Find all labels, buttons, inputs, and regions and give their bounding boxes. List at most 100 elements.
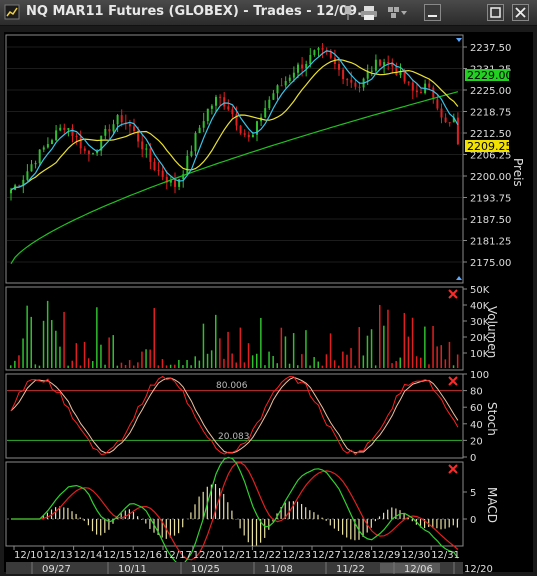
- price-candle-body: [321, 48, 324, 50]
- price-axis-tick-label: 2218.75: [470, 108, 511, 119]
- volume-bar: [133, 365, 135, 368]
- volume-bar: [444, 359, 447, 368]
- scroll-down-arrow-icon[interactable]: [456, 276, 462, 280]
- volume-bar: [317, 361, 319, 368]
- price-candle-body: [305, 63, 308, 69]
- price-candle-body: [194, 133, 197, 152]
- day-tick-label: 12/16: [133, 550, 162, 561]
- volume-bar: [206, 353, 209, 368]
- volume-axis-tick-label: 40K: [470, 301, 490, 312]
- macd-axis-tick-label: 5: [470, 488, 476, 499]
- last-price-green-bg: [465, 69, 509, 81]
- close-macd-panel-icon[interactable]: [448, 464, 458, 474]
- stoch-axis-tick-label: 0: [470, 453, 476, 464]
- print-icon[interactable]: [360, 4, 378, 21]
- day-tick-label: 12/22: [252, 550, 281, 561]
- volume-bar: [321, 365, 324, 368]
- price-candle-body: [264, 108, 267, 118]
- day-tick-label: 12/29: [372, 550, 401, 561]
- price-candle-body: [59, 127, 62, 131]
- price-candle-body: [26, 171, 29, 180]
- day-tick-label: 12/30: [401, 550, 430, 561]
- volume-bar: [309, 365, 311, 368]
- price-axis-title: Preis: [511, 158, 525, 187]
- price-candle-body: [71, 128, 74, 136]
- volume-bar: [243, 362, 246, 368]
- volume-bar: [448, 341, 451, 368]
- close-stoch-panel-icon[interactable]: [448, 376, 458, 386]
- price-candle-body: [444, 117, 447, 123]
- price-candle-body: [149, 148, 152, 162]
- price-candle-body: [165, 176, 168, 183]
- price-candle-body: [92, 153, 94, 155]
- volume-bar: [108, 337, 110, 368]
- price-candle-body: [75, 135, 78, 137]
- volume-bar: [75, 343, 78, 368]
- ma-mid-line: [10, 58, 459, 191]
- volume-bar: [379, 304, 381, 368]
- price-candle-body: [145, 148, 148, 150]
- volume-bar: [26, 305, 28, 368]
- volume-bar: [120, 362, 123, 368]
- macd-axis-tick-label: 0: [470, 515, 476, 526]
- volume-bar: [456, 354, 459, 368]
- price-candle-body: [10, 189, 12, 194]
- ma-slow-line: [10, 91, 459, 265]
- pin-icon[interactable]: [341, 4, 355, 21]
- volume-bar: [145, 349, 147, 368]
- volume-bar: [215, 314, 217, 368]
- price-candle-body: [387, 62, 390, 64]
- price-candle-body: [30, 164, 33, 172]
- tool-icon[interactable]: [386, 4, 408, 21]
- price-candle-body: [370, 70, 373, 72]
- volume-bar: [280, 327, 283, 368]
- volume-bar: [59, 346, 61, 368]
- stoch-upper-label: 80.006: [216, 381, 248, 391]
- ma-fast-line: [10, 50, 459, 191]
- stoch-axis-tick-label: 40: [470, 420, 483, 431]
- volume-bar: [251, 355, 254, 368]
- volume-bar: [366, 335, 369, 368]
- price-candle-body: [301, 64, 304, 69]
- price-candle-body: [182, 174, 185, 180]
- volume-bar: [325, 354, 328, 368]
- volume-panel-border: [5, 286, 464, 371]
- time-scrollbar[interactable]: [6, 562, 463, 574]
- volume-bar: [276, 363, 278, 368]
- price-candle-body: [247, 134, 250, 138]
- price-candle-body: [153, 161, 156, 171]
- stoch-axis-tick-label: 60: [470, 403, 483, 414]
- price-candle-body: [251, 134, 254, 138]
- price-candle-body: [198, 127, 201, 134]
- volume-bar: [219, 338, 221, 368]
- time-scrollbar-thumb[interactable]: [380, 563, 440, 573]
- close-icon[interactable]: [512, 4, 529, 21]
- volume-bar: [14, 360, 16, 368]
- price-axis-tick-label: 2212.50: [470, 129, 511, 140]
- price-candle-body: [87, 150, 90, 154]
- close-volume-panel-icon[interactable]: [448, 289, 458, 299]
- volume-bar: [231, 353, 233, 368]
- volume-bar: [374, 365, 377, 368]
- volume-bar: [342, 351, 344, 368]
- date-tick-label: 09/27: [42, 564, 71, 575]
- volume-bar: [239, 327, 242, 368]
- price-axis-tick-label: 2237.50: [470, 43, 511, 54]
- price-candle-body: [399, 70, 402, 76]
- scroll-up-arrow-icon[interactable]: [456, 38, 462, 42]
- volume-bar: [301, 354, 303, 368]
- volume-bar: [22, 338, 24, 368]
- volume-bar: [149, 349, 151, 368]
- price-candle-body: [231, 109, 234, 115]
- price-candle-body: [219, 96, 222, 98]
- maximize-icon[interactable]: [487, 4, 504, 21]
- price-candle-body: [63, 127, 66, 130]
- minimize-icon[interactable]: [424, 4, 441, 21]
- volume-bar: [67, 365, 69, 368]
- price-axis-tick-label: 2181.25: [470, 237, 511, 248]
- day-tick-label: 12/17: [163, 550, 192, 561]
- day-tick-label: 12/15: [103, 550, 132, 561]
- day-tick-label: 12/14: [74, 550, 103, 561]
- price-axis-tick-label: 2200.00: [470, 172, 511, 183]
